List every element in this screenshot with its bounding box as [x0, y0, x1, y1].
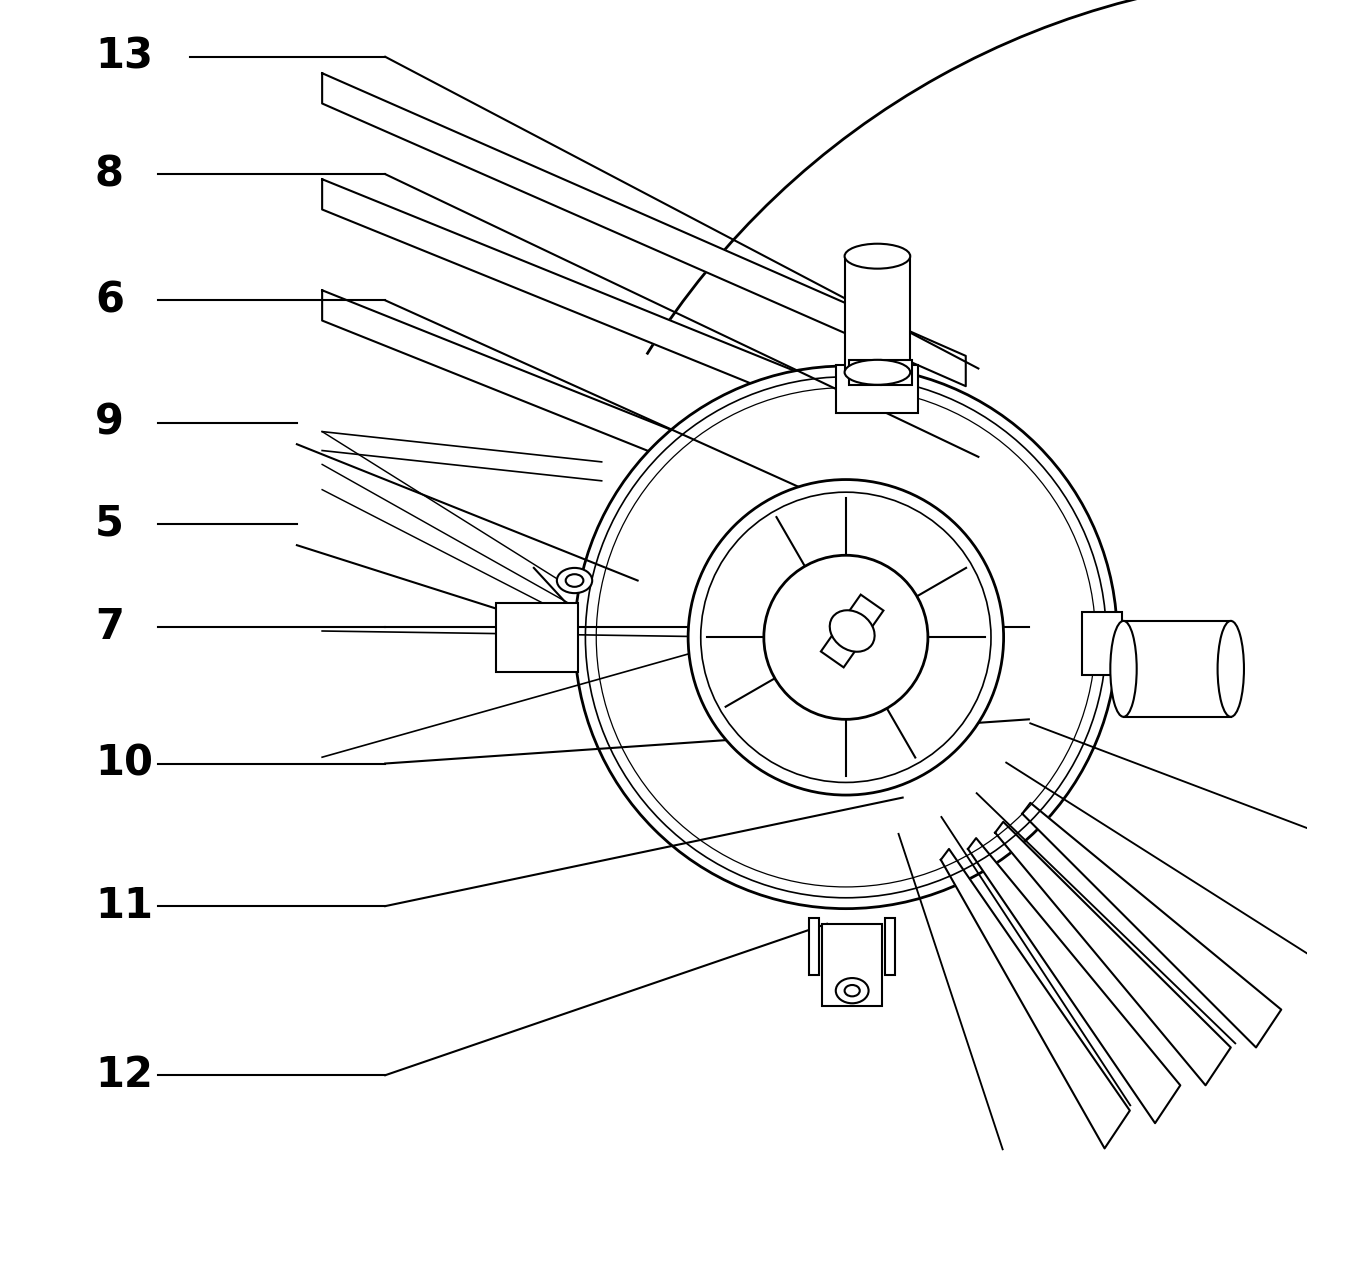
- Text: 10: 10: [95, 742, 153, 785]
- Ellipse shape: [557, 568, 592, 593]
- Ellipse shape: [830, 611, 874, 651]
- Bar: [836, 365, 919, 413]
- Text: 8: 8: [95, 153, 124, 196]
- Bar: [844, 256, 911, 372]
- Ellipse shape: [836, 978, 869, 1003]
- Bar: [821, 924, 882, 1007]
- Text: 9: 9: [95, 401, 124, 444]
- Polygon shape: [940, 849, 1129, 1148]
- Polygon shape: [322, 73, 966, 386]
- Polygon shape: [1023, 803, 1281, 1047]
- Ellipse shape: [574, 366, 1117, 909]
- Bar: [881, 360, 912, 385]
- Bar: [1124, 621, 1231, 717]
- Text: 7: 7: [95, 606, 124, 649]
- Polygon shape: [322, 290, 928, 563]
- Ellipse shape: [566, 574, 584, 587]
- Bar: [821, 594, 884, 668]
- Polygon shape: [996, 822, 1231, 1085]
- Polygon shape: [967, 838, 1181, 1123]
- Ellipse shape: [844, 984, 859, 997]
- Ellipse shape: [844, 244, 911, 269]
- Bar: [1082, 612, 1123, 675]
- Bar: [496, 603, 578, 671]
- Ellipse shape: [1217, 621, 1244, 717]
- Ellipse shape: [844, 360, 911, 385]
- Text: 6: 6: [95, 279, 124, 322]
- Bar: [885, 919, 896, 974]
- Ellipse shape: [1111, 621, 1136, 717]
- Text: 13: 13: [95, 35, 153, 78]
- Ellipse shape: [688, 480, 1004, 795]
- Polygon shape: [322, 179, 985, 478]
- Bar: [809, 919, 819, 974]
- Bar: [848, 360, 881, 385]
- Text: 5: 5: [95, 502, 124, 545]
- Text: 11: 11: [95, 885, 153, 928]
- Ellipse shape: [763, 555, 928, 719]
- Text: 12: 12: [95, 1054, 153, 1097]
